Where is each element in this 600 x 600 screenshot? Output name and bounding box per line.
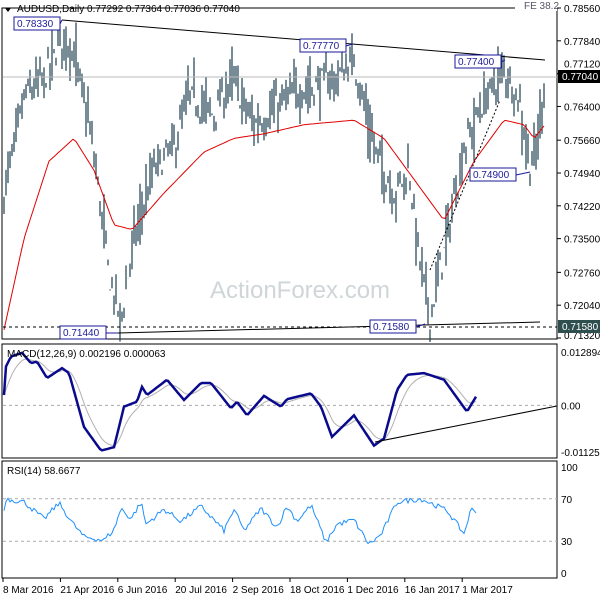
- macd-signal-line: [3, 358, 477, 447]
- rsi-panel: [1, 460, 558, 579]
- annotation-leader: [415, 323, 426, 328]
- price-annotation-label: 0.78330: [17, 19, 54, 30]
- price-axis-label: 0.75660: [564, 136, 600, 147]
- annotation-box: [369, 319, 417, 334]
- moving-average-line: [3, 119, 545, 330]
- date-axis-label: 18 Oct 2016: [290, 585, 345, 596]
- date-axis-label: 2 Sep 2016: [233, 585, 285, 596]
- macd-panel: [1, 343, 558, 459]
- support-price-badge: [558, 320, 600, 333]
- macd-axis-label: 0.00: [561, 401, 581, 412]
- price-axis-label: 0.78560: [564, 4, 600, 15]
- date-axis-label: 8 Mar 2016: [3, 585, 54, 596]
- macd-trendline: [374, 405, 558, 443]
- price-axis-label: 0.77840: [564, 37, 600, 48]
- collapse-triangle-icon[interactable]: [5, 8, 11, 12]
- price-axis-label: 0.71320: [564, 331, 600, 342]
- date-axis-label: 21 Apr 2016: [60, 585, 114, 596]
- symbol-header: AUDUSD,Daily 0.77292 0.77364 0.77036 0.7…: [17, 4, 240, 15]
- price-annotation-label: 0.77770: [303, 41, 340, 52]
- support-price-label: 0.71580: [562, 322, 599, 333]
- rsi-axis-label: 70: [561, 495, 573, 506]
- rsi-line: [3, 497, 477, 545]
- annotation-box: [13, 16, 61, 31]
- macd-title: MACD(12,26,9) 0.002196 0.000063: [7, 349, 166, 360]
- dashed-trend-line: [429, 99, 501, 271]
- date-axis-label: 6 Jun 2016: [118, 585, 168, 596]
- fe-label-bg: [515, 0, 557, 11]
- price-axis-label: 0.72760: [564, 268, 600, 279]
- date-axis-label: 16 Jan 2017: [405, 585, 460, 596]
- price-axis-label: 0.74940: [564, 169, 600, 180]
- macd-axis-label: 0.012894: [561, 348, 600, 359]
- macd-axis-label: -0.011253: [561, 448, 600, 459]
- watermark: ActionForex.com: [210, 277, 390, 304]
- price-annotation-label: 0.71580: [373, 322, 410, 333]
- annotation-box: [469, 167, 517, 182]
- macd-line: [2, 351, 478, 452]
- rsi-axis-label: 0: [561, 569, 567, 580]
- annotation-box: [59, 325, 107, 340]
- price-annotation-label: 0.71440: [63, 328, 100, 339]
- annotation-box: [299, 38, 347, 53]
- price-axis-label: 0.77120: [564, 60, 600, 71]
- date-axis-label: 1 Mar 2017: [462, 585, 513, 596]
- annotation-box: [454, 54, 502, 69]
- price-axis-label: 0.74220: [564, 202, 600, 213]
- annotation-leader: [345, 43, 354, 47]
- date-axis-label: 1 Dec 2016: [347, 585, 399, 596]
- current-price-label: 0.77040: [562, 72, 599, 83]
- current-price-badge: [558, 70, 600, 83]
- price-axis-label: 0.73500: [564, 235, 600, 246]
- annotation-leader: [515, 171, 531, 176]
- price-axis-label: 0.76400: [564, 102, 600, 113]
- price-axis-label: 0.72040: [564, 301, 600, 312]
- date-axis-label: 20 Jul 2016: [175, 585, 227, 596]
- rsi-title: RSI(14) 58.6677: [7, 466, 81, 477]
- annotation-leader: [500, 59, 506, 63]
- rsi-axis-label: 30: [561, 537, 573, 548]
- price-annotation-label: 0.74900: [473, 170, 510, 181]
- fe-label: FE 38.2: [524, 1, 559, 12]
- price-annotation-label: 0.77400: [458, 57, 495, 68]
- rsi-axis-label: 100: [561, 463, 578, 474]
